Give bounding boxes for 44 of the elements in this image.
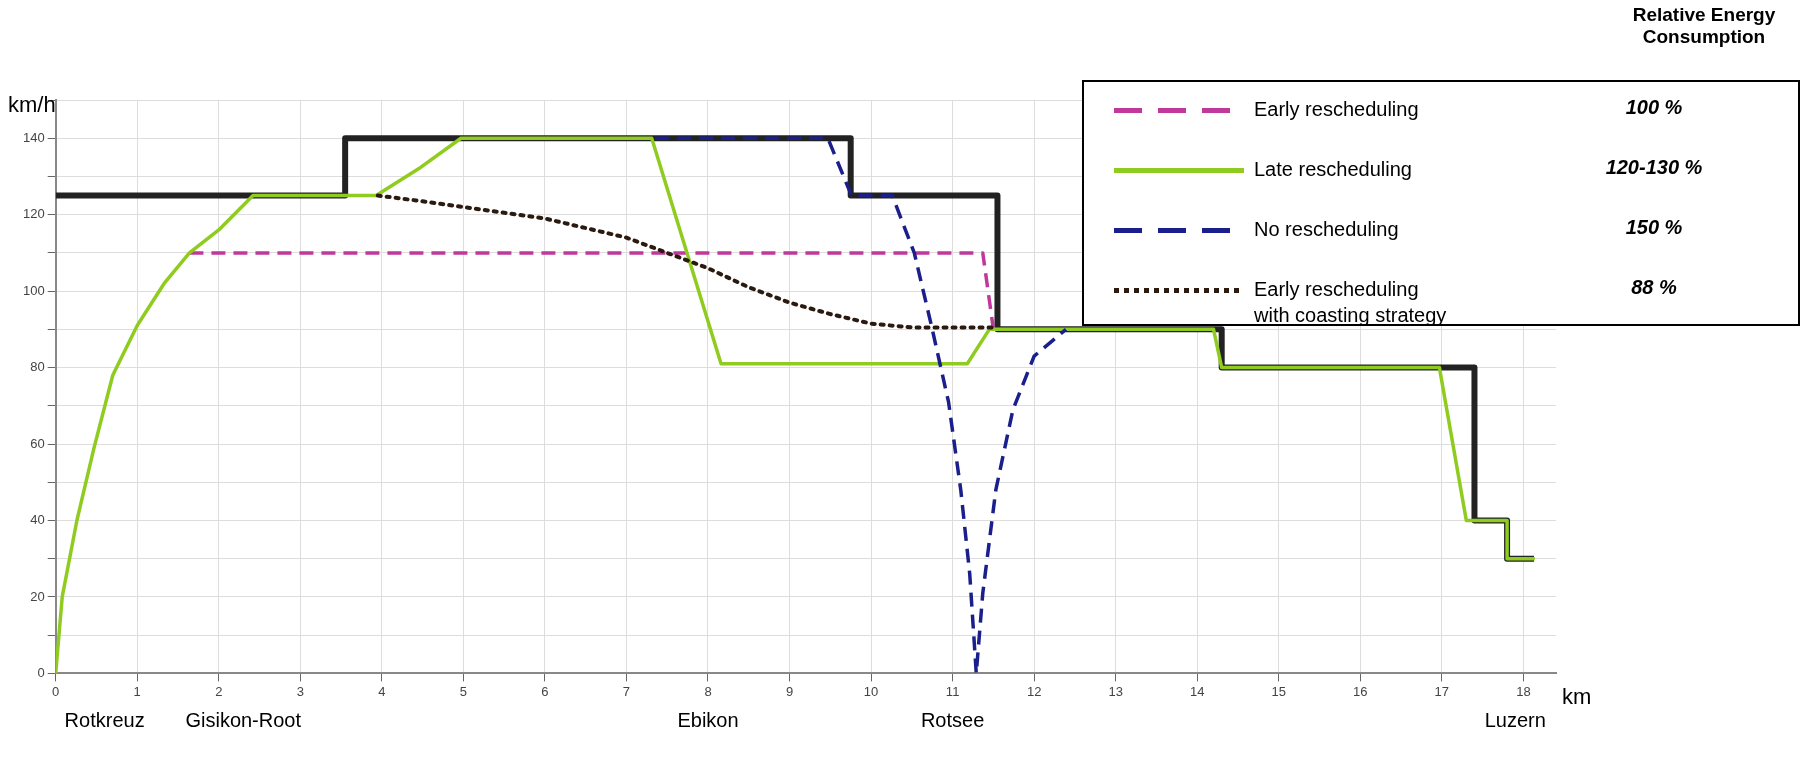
x-tick-label: 18 — [1516, 683, 1531, 699]
text: Rotkreuz — [64, 708, 145, 731]
y-axis-title: km/h — [8, 92, 56, 118]
x-tick-label: 14 — [1190, 683, 1205, 699]
y-tick-label: 100 — [22, 282, 45, 298]
legend-label: Late rescheduling — [1254, 157, 1412, 182]
x-tick-label: 12 — [1026, 683, 1042, 699]
text: 88 % — [1631, 276, 1677, 298]
x-tick-label: 5 — [459, 683, 467, 699]
y-tick-label: 140 — [22, 129, 45, 145]
x-tick-label: 17 — [1434, 683, 1450, 699]
text: 120-130 % — [1605, 156, 1703, 178]
x-tick-label: 0 — [52, 683, 60, 699]
line-series — [375, 193, 996, 330]
x-tick-label: 7 — [622, 683, 631, 699]
x-tick-label: 15 — [1271, 683, 1286, 699]
y-tick-label: 20 — [30, 588, 45, 604]
line-series — [653, 136, 1068, 674]
x-tick-label: 16 — [1353, 683, 1368, 699]
x-tick-label: 8 — [704, 683, 712, 699]
x-tick-label: 1 — [133, 683, 141, 699]
x-tick-label: 13 — [1108, 683, 1123, 699]
x-tick-label: 2 — [215, 683, 223, 699]
x-tick-label: 3 — [296, 683, 304, 699]
x-tick-label: 9 — [785, 683, 794, 699]
text: Gisikon-Root — [185, 708, 302, 731]
x-tick-label: 6 — [541, 683, 549, 699]
text: Ebikon — [677, 708, 739, 731]
legend-label: No rescheduling — [1254, 217, 1399, 242]
y-tick-label: 40 — [30, 512, 45, 528]
y-tick-label: 60 — [30, 435, 45, 451]
text: 100 % — [1625, 96, 1683, 118]
y-tick-label: 120 — [22, 206, 45, 222]
x-axis-title: km — [1562, 684, 1592, 710]
text: Rotsee — [920, 708, 985, 731]
text: Luzern — [1484, 708, 1546, 731]
x-tick-label: 11 — [945, 683, 960, 699]
y-tick-label: 0 — [37, 664, 45, 680]
x-tick-label: 10 — [863, 683, 879, 699]
text: 150 % — [1625, 216, 1683, 238]
x-tick-label: 4 — [378, 683, 386, 699]
legend-title: Relative Energy Consumption — [1631, 4, 1777, 48]
y-tick-label: 80 — [30, 359, 45, 375]
legend-label: Early rescheduling — [1254, 97, 1419, 122]
